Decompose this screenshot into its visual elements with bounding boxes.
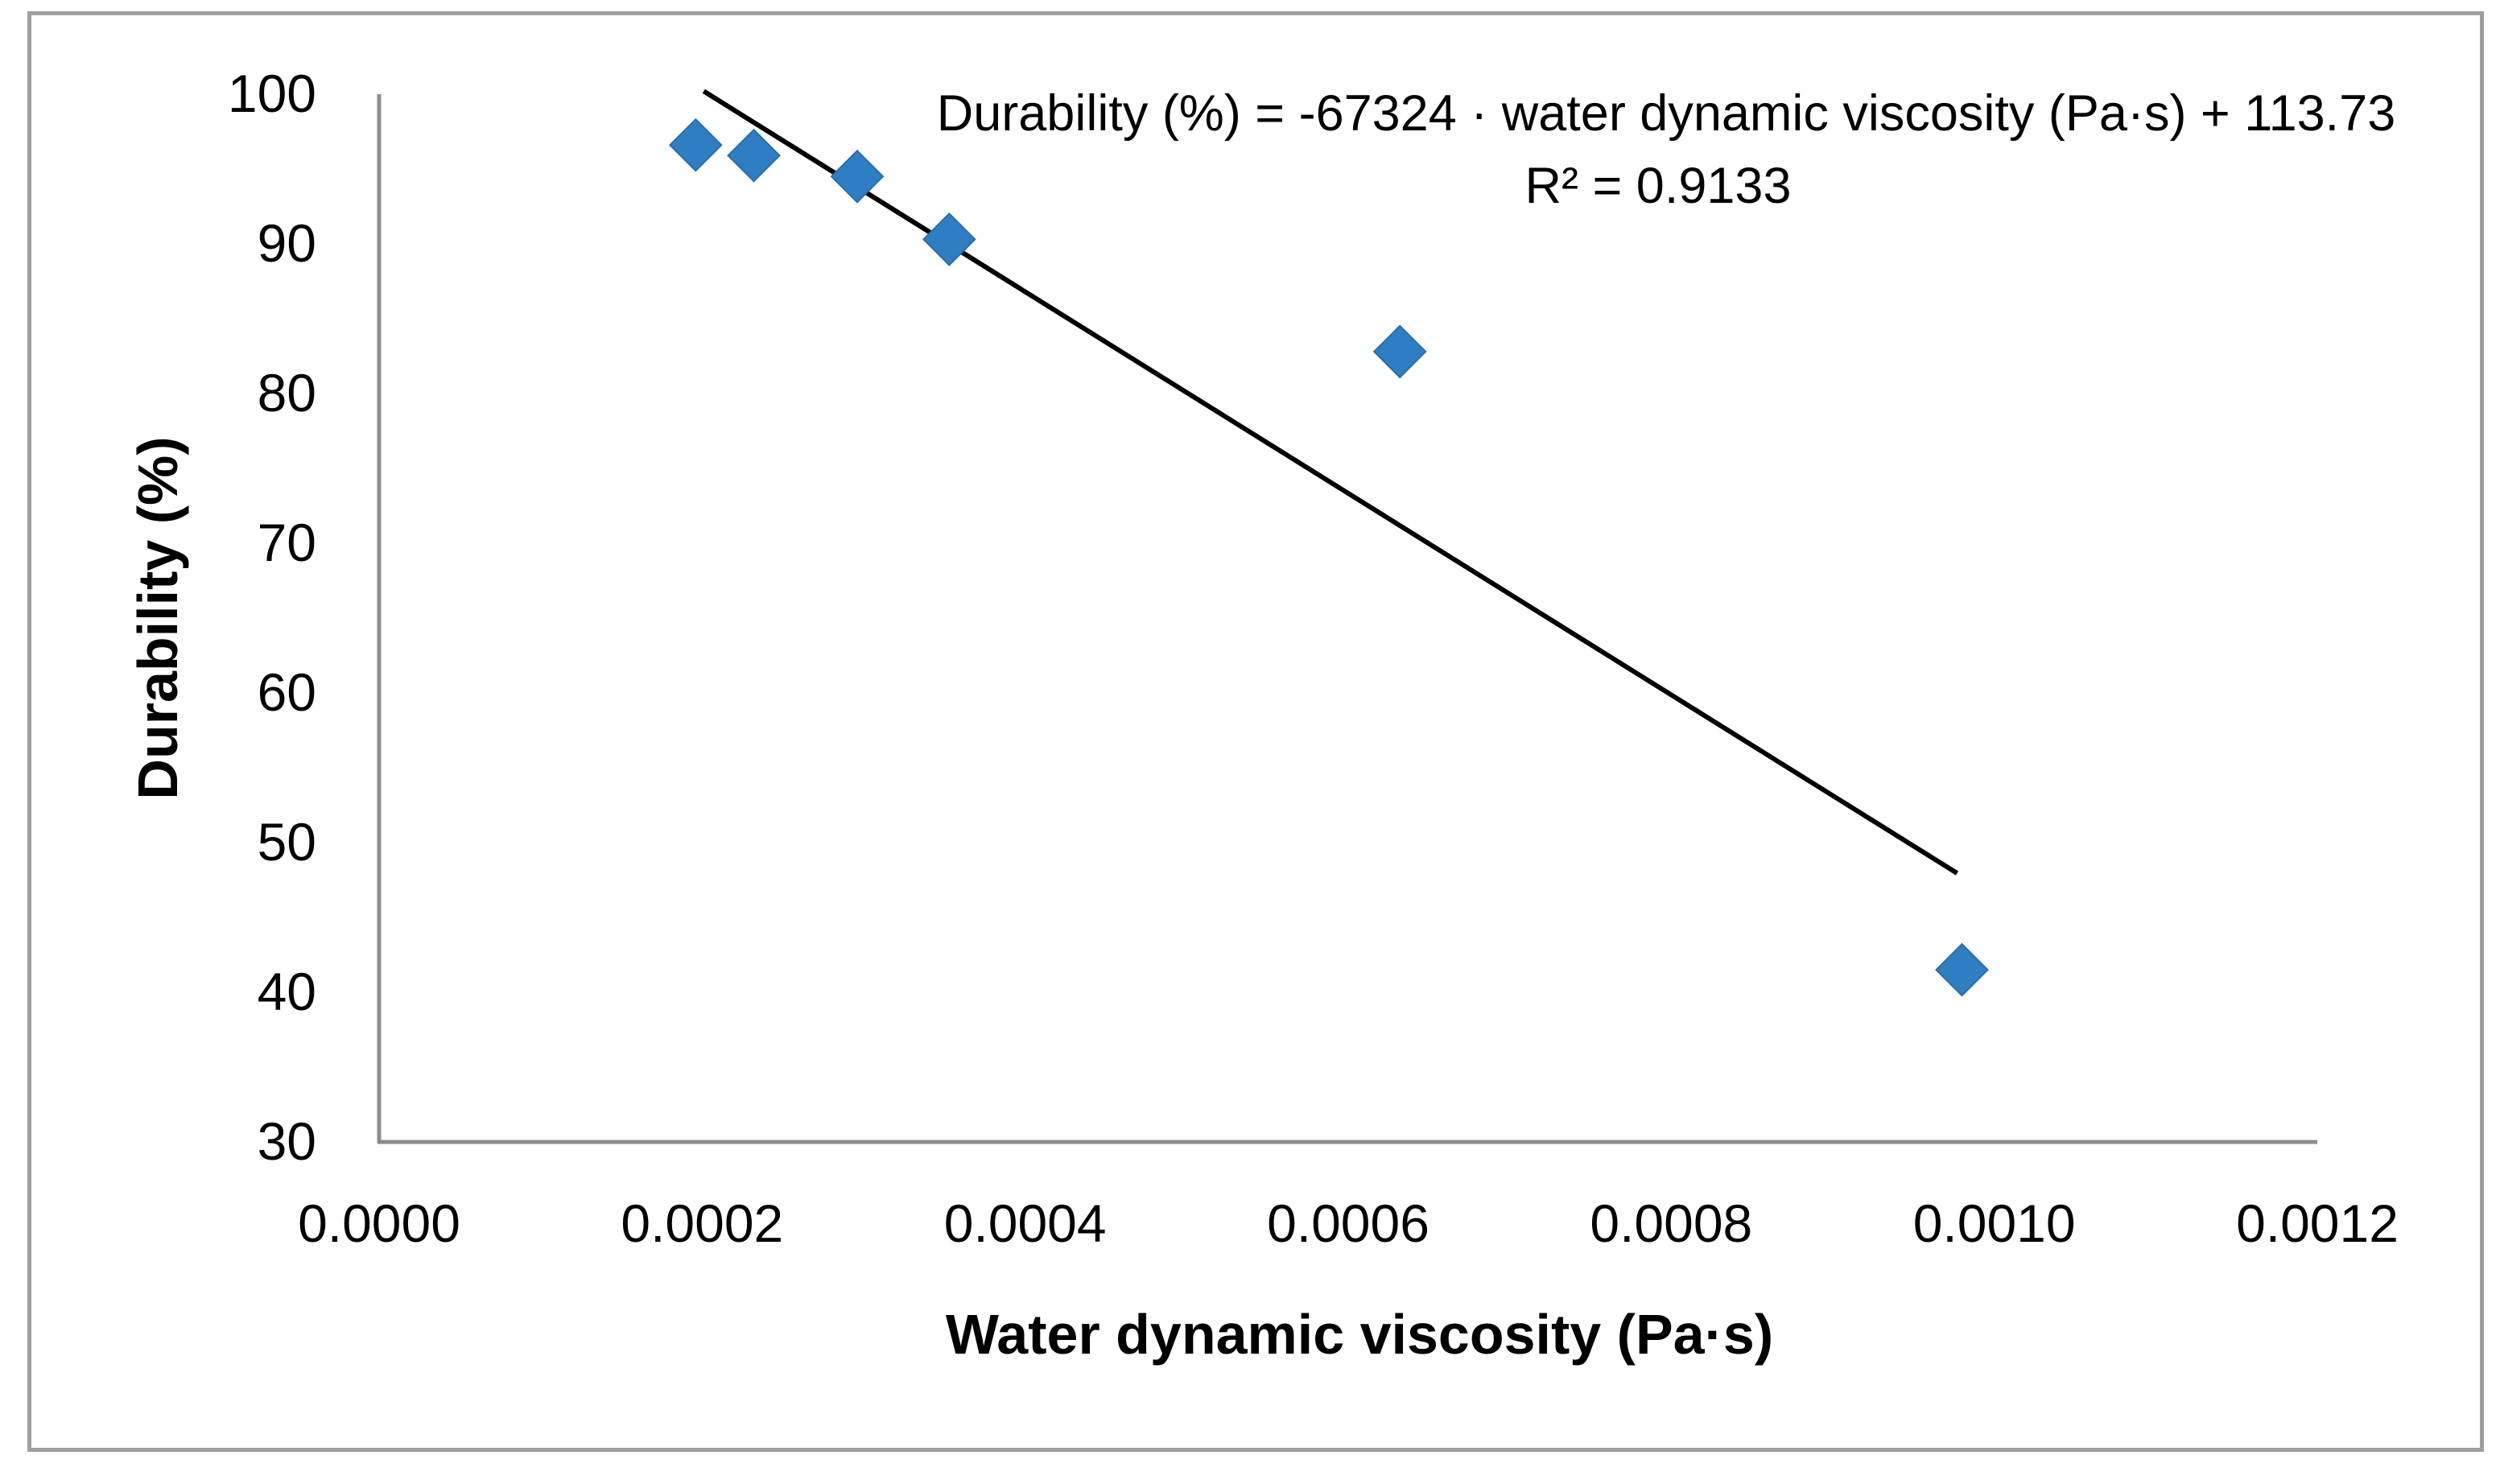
x-tick-label: 0.0008	[1590, 1193, 1752, 1253]
x-axis-title: Water dynamic viscosity (Pa·s)	[946, 1303, 1773, 1366]
data-point	[1935, 942, 1989, 997]
y-tick-label: 40	[258, 962, 316, 1021]
x-tick-label: 0.0004	[944, 1193, 1107, 1253]
data-point	[1372, 324, 1427, 379]
r-squared-label: R² = 0.9133	[1525, 158, 1792, 214]
y-tick-label: 70	[258, 513, 316, 572]
y-tick-label: 30	[258, 1111, 316, 1171]
y-tick-label: 100	[228, 64, 316, 123]
data-point	[727, 128, 781, 183]
y-tick-label: 80	[258, 363, 316, 423]
x-tick-label: 0.0006	[1267, 1193, 1429, 1253]
trendline-equation: Durability (%) = -67324 · water dynamic …	[937, 85, 2396, 142]
y-tick-label: 90	[258, 213, 316, 273]
trendline-group	[702, 89, 1959, 876]
trendline	[702, 89, 1959, 876]
y-axis-title: Durability (%)	[126, 436, 189, 799]
y-tick-label: 60	[258, 662, 316, 722]
data-point	[922, 212, 976, 266]
x-tick-label: 0.0000	[298, 1193, 460, 1253]
x-tick-label: 0.0002	[621, 1193, 783, 1253]
x-tick-label: 0.0010	[1913, 1193, 2076, 1253]
chart-frame	[27, 11, 2484, 1452]
tick-labels: 30 40 50 60 70 80 90 100 0.0000 0.0002 0.0004 0.000…	[228, 64, 2399, 1253]
axes	[377, 94, 2317, 1144]
y-tick-label: 50	[258, 812, 316, 872]
data-point	[668, 117, 723, 172]
x-tick-label: 0.0012	[2236, 1193, 2399, 1253]
data-point	[830, 149, 885, 204]
data-points	[668, 117, 1989, 997]
